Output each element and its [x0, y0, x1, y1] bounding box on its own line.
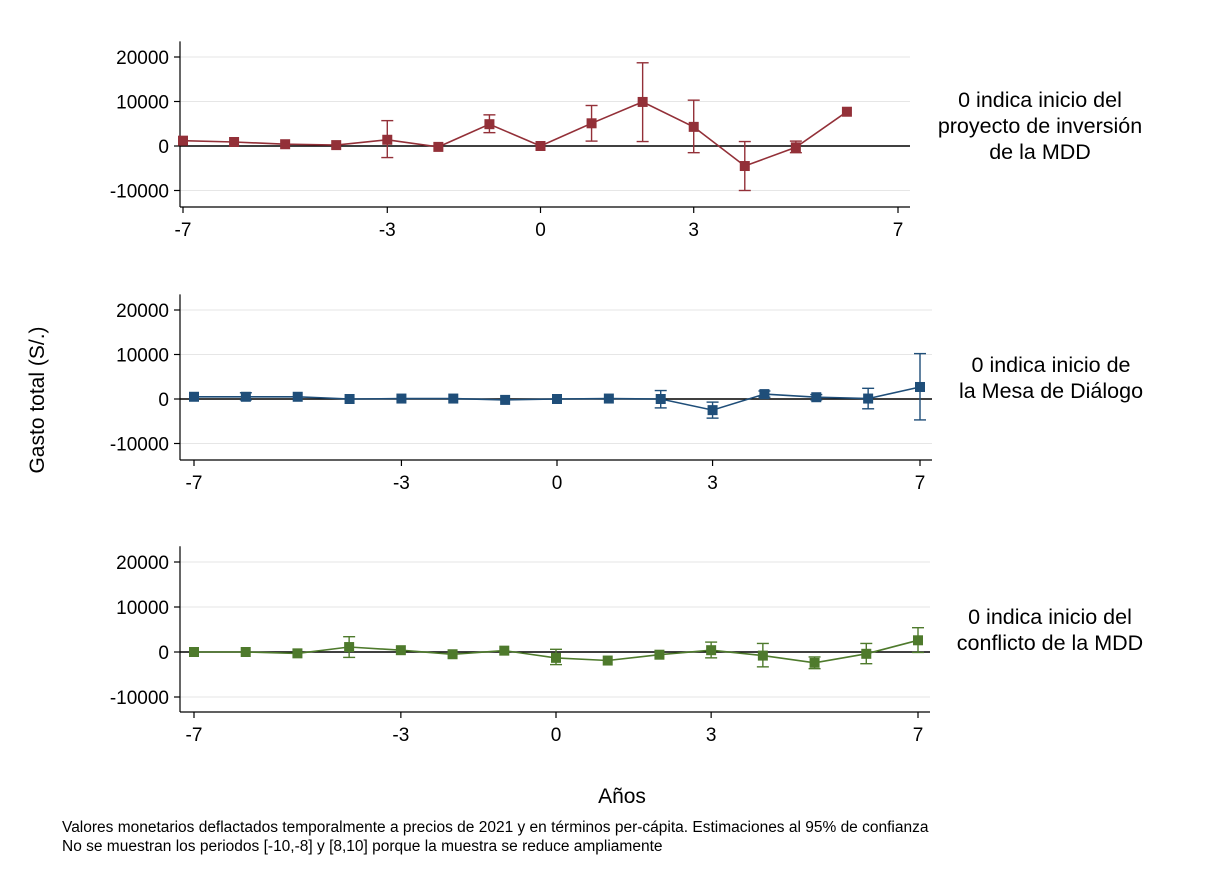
y-tick-label: 10000 [116, 598, 169, 619]
data-point [500, 394, 511, 405]
data-point [382, 134, 393, 145]
data-point [790, 142, 801, 153]
data-point [602, 655, 613, 666]
data-point [863, 393, 874, 404]
series-line [182, 101, 848, 167]
x-tick-label: -7 [186, 473, 203, 494]
data-point [280, 139, 291, 150]
data-point [447, 649, 458, 660]
y-tick-label: -10000 [110, 435, 169, 456]
x-tick-label: 3 [688, 220, 699, 241]
panel-3: 20000 10000 0 -10000 -7 -3 0 3 7 [110, 546, 930, 746]
data-point [706, 645, 717, 656]
data-point [841, 106, 852, 117]
data-point [551, 652, 561, 663]
data-point [688, 121, 699, 132]
data-point [913, 635, 923, 646]
data-point [707, 405, 718, 416]
panel-3-label-line: 0 indica inicio del [968, 605, 1132, 629]
footnote-2: No se muestran los periodos [-10,-8] y [… [62, 838, 663, 855]
x-tick-label: -3 [393, 473, 410, 494]
data-point [535, 141, 546, 151]
y-tick-label: 0 [158, 390, 169, 411]
panel-3-label-line: conflicto de la MDD [956, 631, 1144, 655]
x-tick-label: 0 [535, 220, 546, 241]
x-tick-label: 0 [552, 473, 563, 494]
panel-1-label: 0 indica inicio del proyecto de inversió… [895, 87, 1185, 165]
data-point [603, 393, 614, 404]
panel-2-label: 0 indica inicio de la Mesa de Diálogo [906, 352, 1196, 404]
data-point [448, 393, 459, 404]
x-tick-label: -7 [175, 220, 192, 241]
data-point [586, 118, 597, 129]
data-point [178, 135, 188, 146]
y-tick-label: 10000 [116, 346, 169, 367]
x-axis-title: Años [598, 785, 646, 808]
y-tick-label: -10000 [110, 182, 169, 203]
data-point [396, 393, 407, 404]
panel-1-label-line: de la MDD [989, 140, 1091, 164]
data-point [759, 389, 770, 400]
data-point [552, 394, 562, 404]
y-tick-label: 0 [158, 643, 169, 664]
x-tick-label: 3 [707, 473, 718, 494]
data-point [189, 647, 199, 657]
data-point [757, 650, 768, 661]
x-tick-label: 7 [913, 725, 924, 746]
data-point [811, 392, 822, 403]
data-point [344, 394, 355, 404]
x-tick-label: 3 [706, 725, 717, 746]
data-point [229, 136, 240, 147]
data-point [292, 391, 303, 402]
data-point [861, 648, 872, 659]
data-point [655, 394, 666, 404]
y-tick-label: 0 [158, 137, 169, 158]
data-point [240, 391, 251, 402]
y-tick-label: 20000 [116, 553, 169, 574]
y-axis-title: Gasto total (S/.) [26, 326, 49, 473]
x-tick-label: 7 [893, 220, 904, 241]
x-tick-label: 0 [551, 725, 562, 746]
panel-2: 20000 10000 0 -10000 -7 -3 0 3 7 [110, 294, 932, 494]
x-tick-label: -3 [392, 725, 409, 746]
y-tick-label: 20000 [116, 48, 169, 69]
y-tick-label: 10000 [116, 93, 169, 114]
x-tick-label: -3 [379, 220, 396, 241]
data-point [395, 645, 406, 656]
data-point [484, 119, 495, 130]
x-tick-label: -7 [186, 725, 203, 746]
data-point [331, 140, 342, 151]
data-point [292, 648, 303, 659]
data-point [189, 391, 199, 402]
footnote-1: Valores monetarios deflactados temporalm… [62, 819, 929, 836]
y-tick-label: 20000 [116, 301, 169, 322]
panel-2-label-line: 0 indica inicio de [971, 353, 1131, 377]
data-point [809, 657, 820, 668]
x-tick-label: 7 [915, 473, 926, 494]
panel-3-label: 0 indica inicio del conflicto de la MDD [905, 604, 1195, 656]
data-point [637, 96, 648, 107]
data-point [240, 647, 251, 657]
panel-1-label-line: proyecto de inversión [937, 114, 1143, 138]
y-tick-label: -10000 [110, 688, 169, 709]
data-point [344, 642, 355, 653]
data-point [433, 141, 444, 152]
data-point [499, 645, 510, 656]
panel-1: 20000 10000 0 -10000 -7 -3 0 3 7 [110, 41, 910, 241]
panel-2-label-line: la Mesa de Diálogo [958, 379, 1144, 403]
data-point [915, 381, 925, 392]
data-point [739, 161, 750, 172]
panel-1-label-line: 0 indica inicio del [958, 88, 1122, 112]
data-point [654, 649, 665, 660]
